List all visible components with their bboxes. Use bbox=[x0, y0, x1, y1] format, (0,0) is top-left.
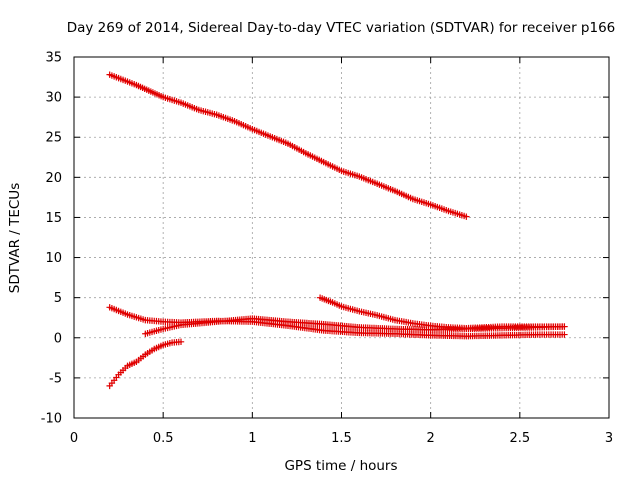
data-point bbox=[463, 213, 470, 220]
data-point bbox=[561, 331, 568, 338]
y-axis-label: SDTVAR / TECUs bbox=[7, 183, 23, 293]
chart-title: Day 269 of 2014, Sidereal Day-to-day VTE… bbox=[67, 20, 616, 36]
y-tick-label: 25 bbox=[45, 131, 62, 146]
y-tick-label: 0 bbox=[54, 331, 62, 346]
axis-ticks bbox=[73, 56, 610, 419]
series-arc-late bbox=[316, 294, 568, 332]
y-tick-label: 35 bbox=[45, 51, 62, 66]
grid-lines bbox=[74, 57, 609, 418]
x-tick-label: 1 bbox=[248, 431, 256, 446]
x-tick-label: 2.5 bbox=[509, 431, 530, 446]
y-tick-label: -5 bbox=[49, 371, 62, 386]
x-tick-label: 1.5 bbox=[331, 431, 352, 446]
x-tick-label: 2 bbox=[427, 431, 435, 446]
data-points bbox=[106, 71, 568, 390]
data-point bbox=[177, 338, 185, 345]
y-tick-label: 10 bbox=[45, 251, 62, 266]
x-tick-label: 3 bbox=[605, 431, 613, 446]
x-tick-label: 0.5 bbox=[153, 431, 174, 446]
y-tick-label: 30 bbox=[45, 91, 62, 106]
y-tick-label: 15 bbox=[45, 211, 62, 226]
y-tick-labels: -10 -5 0 5 10 15 20 25 30 35 bbox=[41, 51, 62, 427]
series-arc-descending bbox=[106, 304, 568, 340]
x-tick-labels: 0 0.5 1 1.5 2 2.5 3 bbox=[70, 431, 613, 446]
x-tick-label: 0 bbox=[70, 431, 78, 446]
x-axis-label: GPS time / hours bbox=[284, 458, 397, 474]
series-arc-high bbox=[106, 71, 470, 220]
data-point bbox=[561, 323, 568, 330]
y-tick-label: -10 bbox=[41, 412, 62, 427]
y-tick-label: 20 bbox=[45, 171, 62, 186]
y-tick-label: 5 bbox=[54, 291, 62, 306]
series-arc-rising-short bbox=[106, 338, 185, 390]
